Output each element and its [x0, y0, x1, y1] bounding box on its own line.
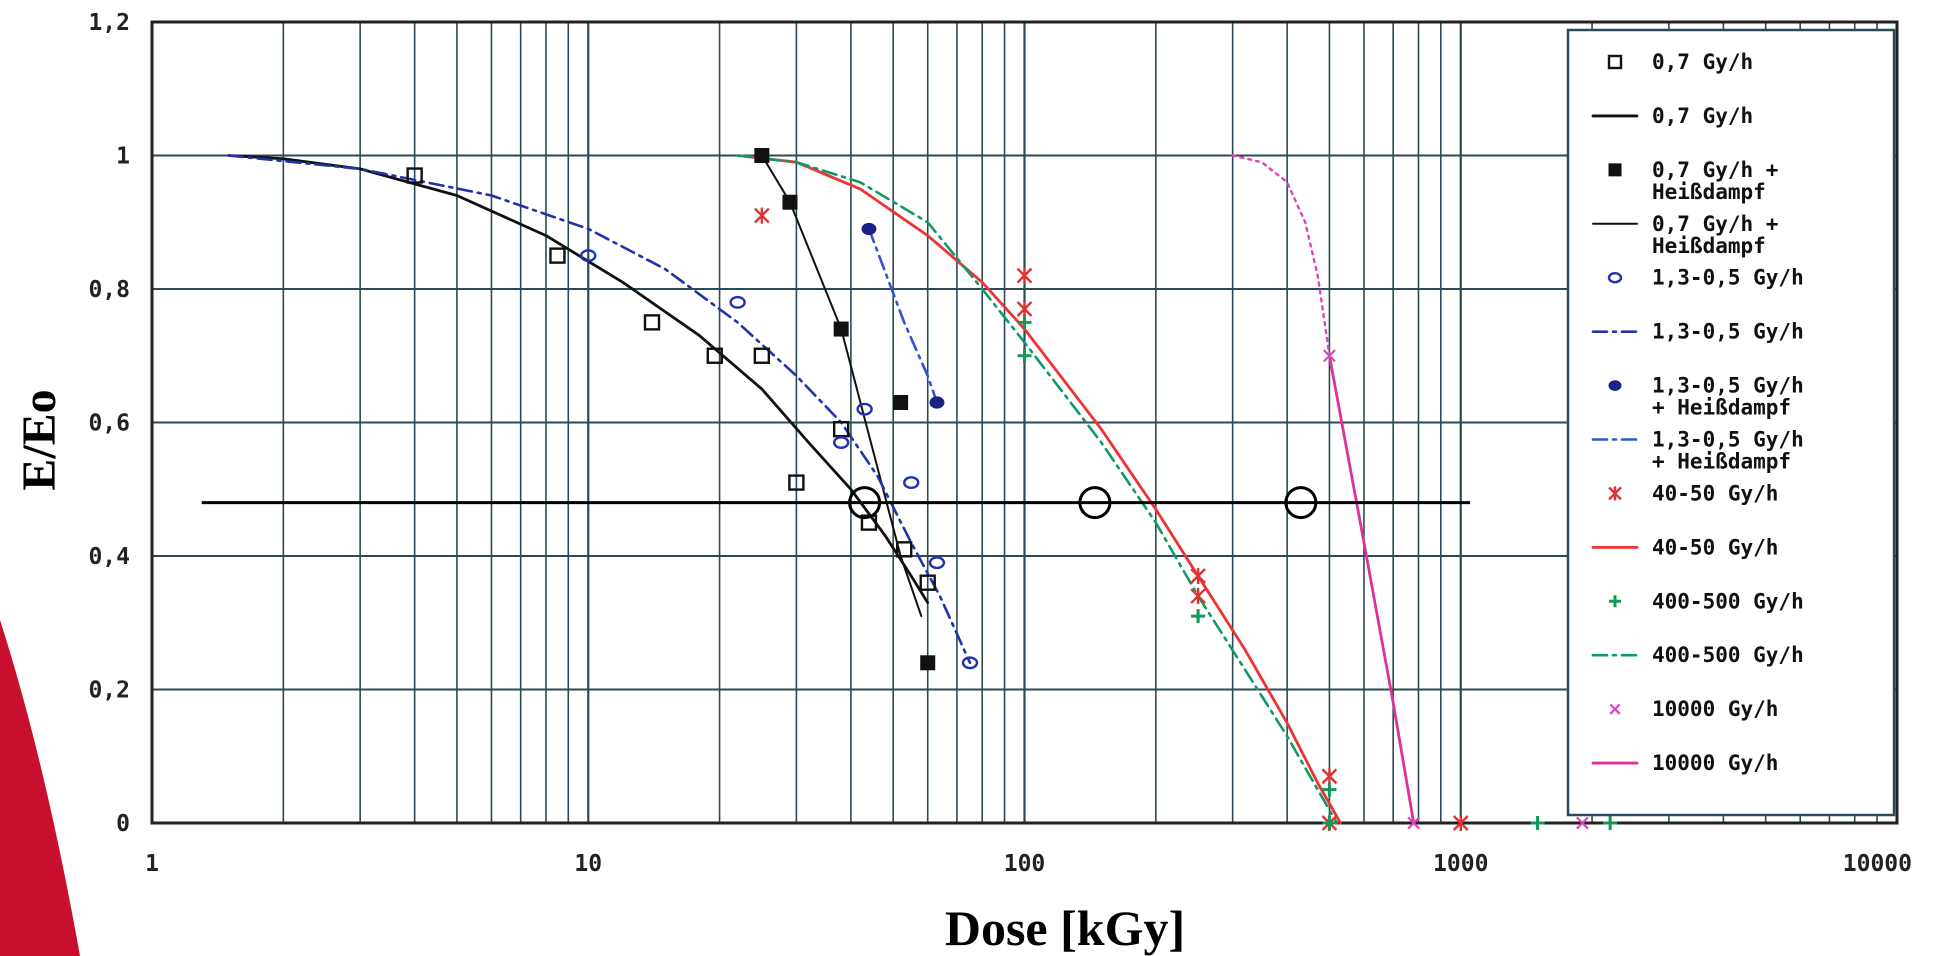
marker-plus — [1322, 816, 1337, 830]
marker-open-square — [919, 574, 936, 591]
marker-x — [1407, 816, 1421, 830]
marker-asterisk — [754, 207, 770, 224]
marker-open-diamond — [856, 402, 873, 416]
circle-marker — [848, 486, 882, 520]
y-tick-label: 1,2 — [88, 10, 130, 36]
marker-plus — [1017, 348, 1032, 363]
legend-swatch — [1607, 272, 1623, 284]
x-tick-label: 1 — [145, 851, 159, 877]
series-line-11 — [736, 154, 1339, 825]
legend-box — [1566, 28, 1896, 817]
y-tick-label: 0,4 — [88, 544, 130, 570]
legend-label: 0,7 Gy/h — [1652, 104, 1753, 128]
y-tick-labels: 0 0,2 0,4 0,6 0,8 1 1,2 — [88, 10, 130, 837]
marker-open-diamond — [928, 556, 946, 570]
marker-asterisk — [1190, 568, 1206, 585]
x-tick-label: 1000 — [1433, 851, 1488, 877]
marker-asterisk — [1452, 815, 1469, 831]
legend-label: 1,3-0,5 Gy/h — [1652, 266, 1804, 290]
plot-frame — [150, 20, 1899, 825]
series-markers — [406, 148, 1618, 831]
marker-open-diamond — [729, 295, 746, 309]
marker-asterisk — [1321, 768, 1338, 785]
marker-x — [1575, 816, 1589, 830]
series-line-1 — [227, 154, 930, 605]
marker-open-diamond — [580, 249, 597, 263]
marker-open-square — [788, 474, 805, 491]
x-tick-label: 10000 — [1843, 851, 1912, 877]
y-axis-title: E/Eo — [13, 389, 66, 490]
marker-open-square — [753, 347, 771, 364]
marker-plus — [1017, 315, 1032, 330]
x-tick-labels: 1 10 100 1000 10000 — [145, 851, 1912, 877]
marker-open-square — [706, 347, 723, 364]
legend-label: 40-50 Gy/h — [1652, 535, 1778, 559]
legend-label: 400-500 Gy/h — [1652, 589, 1804, 613]
y-tick-label: 0,6 — [88, 411, 130, 437]
red-corner-decoration — [0, 620, 80, 956]
circle-marker — [1284, 486, 1318, 520]
marker-filled-square — [833, 321, 849, 337]
marker-open-diamond — [903, 476, 920, 490]
marker-plus — [1530, 816, 1545, 830]
marker-open-diamond — [961, 656, 979, 670]
marker-filled-square — [782, 194, 798, 210]
marker-plus — [1322, 782, 1337, 797]
marker-asterisk — [1016, 267, 1033, 284]
series-line-13 — [1328, 354, 1416, 825]
legend-label: 1,3-0,5 Gy/h + Heißdampf — [1652, 428, 1804, 474]
legend: 0,7 Gy/h 0,7 Gy/h 0,7 Gy/h + Heißdampf 0,7 G… — [1566, 28, 1896, 817]
legend-swatch — [1607, 54, 1623, 70]
marker-filled-square — [920, 655, 936, 671]
marker-filled-square — [893, 394, 909, 410]
legend-label: 0,7 Gy/h + Heißdampf — [1652, 158, 1778, 204]
marker-open-square — [549, 247, 566, 264]
marker-open-square — [643, 314, 661, 331]
marker-asterisk — [1190, 588, 1206, 605]
marker-open-square — [406, 167, 423, 184]
marker-filled-diamond — [929, 396, 945, 409]
marker-open-diamond — [832, 436, 850, 449]
y-tick-label: 0 — [116, 811, 130, 837]
legend-label: 0,7 Gy/h — [1652, 50, 1753, 74]
marker-x — [1323, 349, 1336, 363]
legend-label: 1,3-0,5 Gy/h — [1652, 320, 1804, 344]
series-lines — [227, 154, 1416, 825]
marker-filled-square — [754, 148, 770, 163]
legend-label: 1,3-0,5 Gy/h + Heißdampf — [1652, 374, 1804, 420]
legend-label: 40-50 Gy/h — [1652, 481, 1778, 505]
reference-line-group — [201, 486, 1470, 520]
y-tick-label: 0,8 — [88, 277, 130, 303]
marker-plus — [1603, 816, 1618, 830]
series-line-5 — [227, 154, 972, 665]
marker-plus — [1191, 609, 1206, 624]
y-tick-label: 1 — [116, 144, 130, 170]
legend-swatch — [1608, 380, 1622, 391]
legend-swatch — [1609, 595, 1621, 608]
legend-swatch — [1608, 163, 1622, 177]
series-line-9 — [736, 154, 1342, 825]
legend-label: 10000 Gy/h — [1652, 697, 1778, 721]
legend-swatch — [1608, 486, 1622, 501]
series-line-7 — [867, 227, 939, 404]
marker-filled-diamond — [861, 222, 877, 236]
circle-marker — [1078, 486, 1112, 520]
x-tick-label: 10 — [574, 851, 602, 877]
legend-swatch — [1609, 703, 1621, 715]
x-tick-label: 100 — [1004, 851, 1046, 877]
x-axis-title: Dose [kGy] — [945, 900, 1185, 956]
y-tick-label: 0,2 — [88, 678, 130, 704]
legend-label: 0,7 Gy/h + Heißdampf — [1652, 212, 1778, 258]
marker-open-square — [896, 541, 913, 558]
legend-label: 400-500 Gy/h — [1652, 643, 1804, 667]
legend-label: 10000 Gy/h — [1652, 751, 1778, 775]
series-line-14 — [1231, 154, 1331, 357]
marker-asterisk — [1016, 301, 1033, 318]
